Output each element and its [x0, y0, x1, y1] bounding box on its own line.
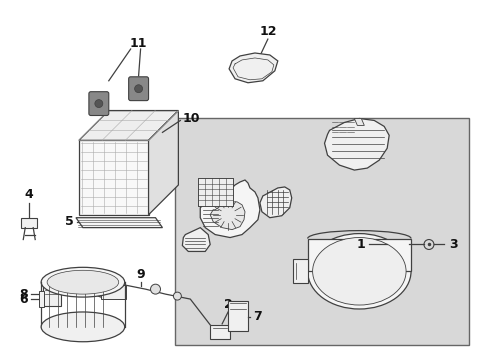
- FancyBboxPatch shape: [128, 77, 148, 100]
- Ellipse shape: [41, 312, 124, 342]
- Bar: [175, 118, 468, 345]
- Polygon shape: [210, 325, 230, 339]
- Polygon shape: [228, 53, 277, 83]
- Polygon shape: [324, 118, 388, 170]
- Text: 9: 9: [136, 268, 144, 281]
- FancyBboxPatch shape: [89, 92, 108, 116]
- Bar: [307, 239, 410, 271]
- Bar: [39, 291, 44, 307]
- Text: 3: 3: [448, 238, 457, 251]
- Text: 1: 1: [356, 238, 365, 251]
- Circle shape: [95, 100, 102, 108]
- Ellipse shape: [41, 267, 124, 297]
- Text: 12: 12: [259, 24, 276, 38]
- Polygon shape: [79, 140, 148, 215]
- Bar: [292, 260, 307, 283]
- Bar: [198, 178, 233, 206]
- Polygon shape: [210, 202, 244, 230]
- Text: 11: 11: [130, 37, 147, 50]
- Text: 4: 4: [25, 188, 34, 201]
- Polygon shape: [76, 218, 162, 228]
- Ellipse shape: [47, 270, 119, 294]
- Text: 2: 2: [224, 297, 232, 311]
- Polygon shape: [79, 111, 178, 140]
- Polygon shape: [200, 180, 260, 238]
- Circle shape: [150, 284, 160, 294]
- Bar: [227, 301, 247, 331]
- Text: 5: 5: [64, 215, 73, 228]
- Text: 10: 10: [182, 112, 200, 125]
- Polygon shape: [182, 228, 210, 251]
- Text: 8: 8: [19, 288, 27, 301]
- Bar: [43, 282, 61, 306]
- Polygon shape: [101, 285, 125, 299]
- Ellipse shape: [307, 234, 410, 309]
- Ellipse shape: [312, 238, 405, 305]
- Polygon shape: [21, 218, 37, 228]
- Text: 6: 6: [19, 293, 27, 306]
- Polygon shape: [148, 111, 178, 215]
- Text: 7: 7: [253, 310, 262, 323]
- Polygon shape: [354, 118, 364, 125]
- Polygon shape: [260, 187, 291, 218]
- Circle shape: [134, 85, 142, 93]
- Circle shape: [173, 292, 181, 300]
